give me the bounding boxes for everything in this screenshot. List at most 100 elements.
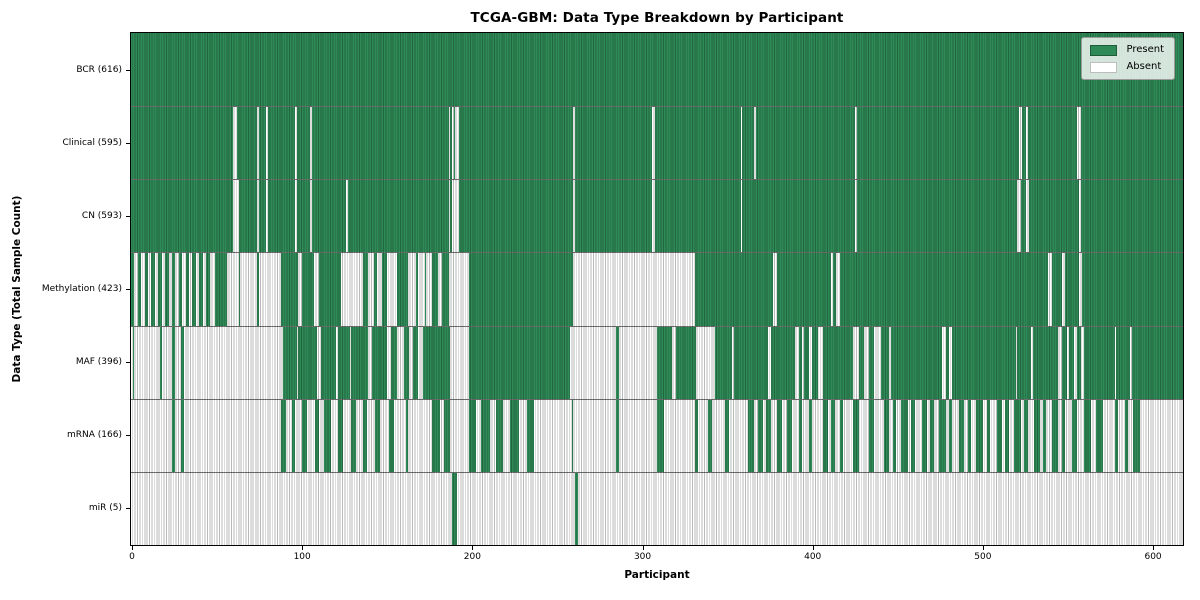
legend-label-absent: Absent [1126,61,1162,72]
absent-run [573,253,695,326]
present-run [575,107,652,180]
absent-run [341,253,343,326]
absent-run [1130,326,1132,399]
present-run [151,253,155,326]
absent-run [182,253,186,326]
absent-run [450,326,470,399]
absent-run [1118,399,1125,472]
y-tick-label: MAF (396) [75,357,122,368]
absent-run [368,253,374,326]
absent-run [914,399,922,472]
present-run [165,253,169,326]
y-tick-label: CN (593) [81,210,122,221]
present-run [131,107,234,180]
present-run [1083,399,1091,472]
absent-run [843,399,854,472]
absent-run [534,399,543,472]
present-run [257,253,260,326]
absent-run [457,472,576,545]
present-run [742,107,755,180]
absent-run [417,253,425,326]
absent-run [754,399,758,472]
absent-run [183,399,282,472]
absent-run [1065,399,1072,472]
x-tick-mark [642,546,644,550]
absent-run [663,399,695,472]
present-run [318,253,342,326]
absent-run [802,326,804,399]
absent-run [771,399,777,472]
absent-run [817,326,823,399]
absent-run [754,107,757,180]
present-run [1020,180,1026,253]
present-run [856,107,1020,180]
absent-run [306,399,316,472]
present-run [144,253,149,326]
absent-run [313,253,319,326]
present-run [382,253,388,326]
absent-run [407,399,432,472]
present-run [715,326,733,399]
present-run [986,399,990,472]
present-run [397,253,408,326]
absent-run [831,253,833,326]
absent-run [518,399,528,472]
absent-run [812,399,823,472]
present-run [259,107,266,180]
present-run [1051,253,1062,326]
present-run [892,399,897,472]
present-run [766,399,772,472]
absent-run [175,399,181,472]
absent-run [573,399,616,472]
present-run [616,399,620,472]
absent-run [773,253,777,326]
absent-run [233,180,239,253]
absent-run [889,326,891,399]
present-run [416,253,418,326]
absent-run [257,180,260,253]
absent-run [286,399,292,472]
absent-run [1031,326,1033,399]
absent-run [202,253,207,326]
absent-run [134,253,138,326]
x-tick-label: 200 [463,552,481,562]
absent-run [257,107,260,180]
absent-run [762,399,767,472]
absent-run [542,399,572,472]
present-run [733,326,768,399]
absent-run [294,107,297,180]
present-run [481,399,490,472]
present-run [452,472,458,545]
present-run [450,180,453,253]
present-run [405,399,408,472]
legend-label-present: Present [1126,44,1164,55]
absent-run [896,399,902,472]
y-tick-mark [126,69,130,71]
absent-run [696,326,716,399]
absent-run [349,326,352,399]
y-tick-label: BCR (616) [76,64,122,75]
present-run [1027,107,1078,180]
absent-run [394,399,406,472]
present-run [301,253,314,326]
absent-run [1020,399,1025,472]
present-run [776,253,832,326]
absent-run [233,107,237,180]
present-run [458,107,574,180]
absent-run [168,253,172,326]
absent-run [387,253,389,326]
chart-title: TCGA-GBM: Data Type Breakdown by Partici… [470,10,844,26]
absent-run [489,399,497,472]
present-run [158,253,162,326]
absent-run [438,253,442,326]
present-run [708,399,712,472]
present-run [236,107,258,180]
datatype-row-bcr [131,33,1183,107]
present-run [296,107,311,180]
present-run [822,399,828,472]
present-run [323,399,331,472]
absent-run [455,107,459,180]
absent-run [1025,180,1030,253]
present-run [832,253,837,326]
absent-run [183,326,283,399]
